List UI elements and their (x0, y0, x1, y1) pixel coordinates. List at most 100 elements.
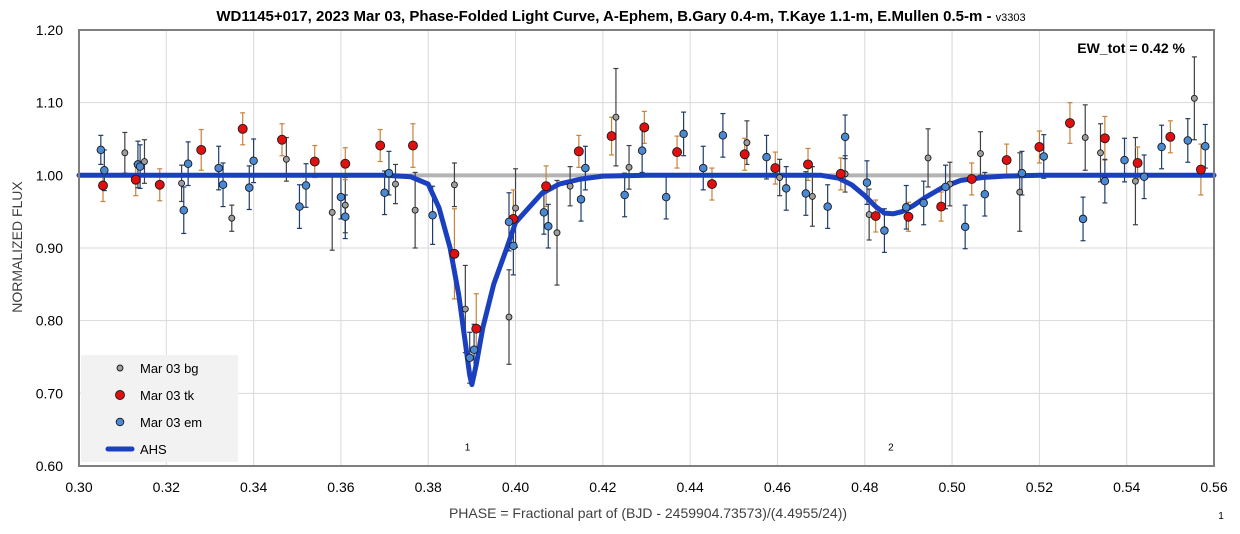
data-point (870, 211, 881, 221)
data-point (541, 181, 552, 192)
chart-version: v3303 (996, 12, 1026, 24)
data-point (178, 179, 186, 187)
data-point (295, 202, 304, 211)
data-point (471, 323, 482, 334)
x-tick-label: 0.34 (240, 479, 267, 495)
data-point (977, 150, 984, 157)
y-tick-label: 0.70 (36, 385, 63, 401)
data-point (743, 139, 751, 147)
data-point (428, 211, 437, 220)
data-point (544, 221, 553, 231)
data-point (408, 140, 418, 151)
data-point (576, 195, 586, 204)
data-point (411, 206, 419, 214)
data-point (581, 163, 590, 173)
data-point (392, 180, 399, 188)
data-point (1039, 152, 1048, 161)
data-point (808, 192, 816, 200)
x-tick-label: 0.30 (65, 479, 92, 495)
data-point (505, 313, 513, 321)
data-point (341, 212, 350, 222)
data-point (1120, 155, 1129, 165)
data-point (1132, 158, 1143, 168)
data-point (1131, 177, 1139, 185)
data-point (966, 174, 977, 184)
data-point (901, 203, 911, 212)
data-point (980, 189, 990, 199)
data-point (277, 134, 287, 145)
data-point (450, 181, 458, 189)
data-point (801, 189, 811, 198)
data-point (504, 217, 514, 227)
data-point (739, 149, 750, 160)
data-point (620, 190, 629, 200)
grid-lines (78, 29, 1215, 467)
x-tick-label: 0.44 (677, 479, 704, 495)
data-point (1183, 136, 1193, 145)
data-point (679, 129, 688, 139)
data-point (218, 180, 228, 190)
y-tick-label: 0.80 (36, 313, 63, 329)
data-point (214, 163, 223, 173)
data-point (1081, 134, 1089, 141)
data-point (340, 158, 351, 169)
data-point (1034, 142, 1045, 152)
x-tick-label: 0.46 (764, 479, 791, 495)
ew-total-annotation: EW_tot = 0.42 % (1077, 40, 1185, 56)
data-point (803, 159, 813, 170)
data-point (770, 163, 781, 174)
data-point (1097, 149, 1104, 157)
data-point (282, 155, 290, 163)
x-tick-label: 0.40 (502, 479, 529, 495)
data-point (573, 146, 584, 157)
plot-area-frame (78, 29, 1215, 467)
data-point (1190, 94, 1198, 102)
data-point (1016, 188, 1024, 196)
data-point (1195, 164, 1206, 175)
legend: Mar 03 bg Mar 03 tk Mar 03 em AHS (81, 355, 238, 462)
data-point (661, 192, 671, 202)
data-point (1078, 214, 1088, 224)
data-point (553, 229, 561, 237)
data-point (1100, 176, 1110, 186)
y-axis-ticks: 0.60 0.70 0.80 0.90 1.00 1.10 1.20 (36, 22, 63, 474)
legend-box (81, 355, 238, 462)
data-point (249, 156, 258, 166)
data-point (183, 159, 193, 168)
data-point (341, 201, 349, 209)
legend-label: AHS (140, 442, 167, 457)
data-point (924, 154, 932, 162)
y-axis-label: NORMALIZED FLUX (9, 181, 25, 313)
data-point (919, 198, 928, 208)
data-point (1017, 168, 1027, 178)
data-points (96, 94, 1210, 362)
data-point (606, 131, 617, 142)
x-tick-label: 0.32 (153, 479, 180, 495)
data-point (612, 113, 620, 121)
data-point (228, 214, 236, 222)
data-point (100, 165, 109, 175)
data-point (781, 184, 791, 193)
data-point (135, 162, 145, 171)
data-point (637, 146, 647, 155)
chart-title: WD1145+017, 2023 Mar 03, Phase-Folded Li… (216, 8, 1025, 25)
data-point (141, 158, 148, 165)
legend-label: Mar 03 tk (140, 388, 195, 403)
data-point (512, 204, 519, 212)
y-tick-label: 0.60 (36, 458, 63, 474)
legend-marker (116, 364, 124, 372)
x-axis-label: PHASE = Fractional part of (BJD - 245990… (449, 505, 847, 521)
data-point (154, 179, 165, 190)
data-point (461, 305, 469, 313)
data-point (936, 201, 947, 212)
x-tick-label: 0.42 (589, 479, 616, 495)
x-tick-label: 0.50 (938, 479, 965, 495)
data-point (840, 132, 850, 142)
data-point (465, 353, 474, 362)
data-point (707, 179, 717, 190)
data-point (384, 168, 394, 178)
chart-title-text: WD1145+017, 2023 Mar 03, Phase-Folded Li… (216, 8, 991, 25)
data-point (96, 145, 106, 155)
